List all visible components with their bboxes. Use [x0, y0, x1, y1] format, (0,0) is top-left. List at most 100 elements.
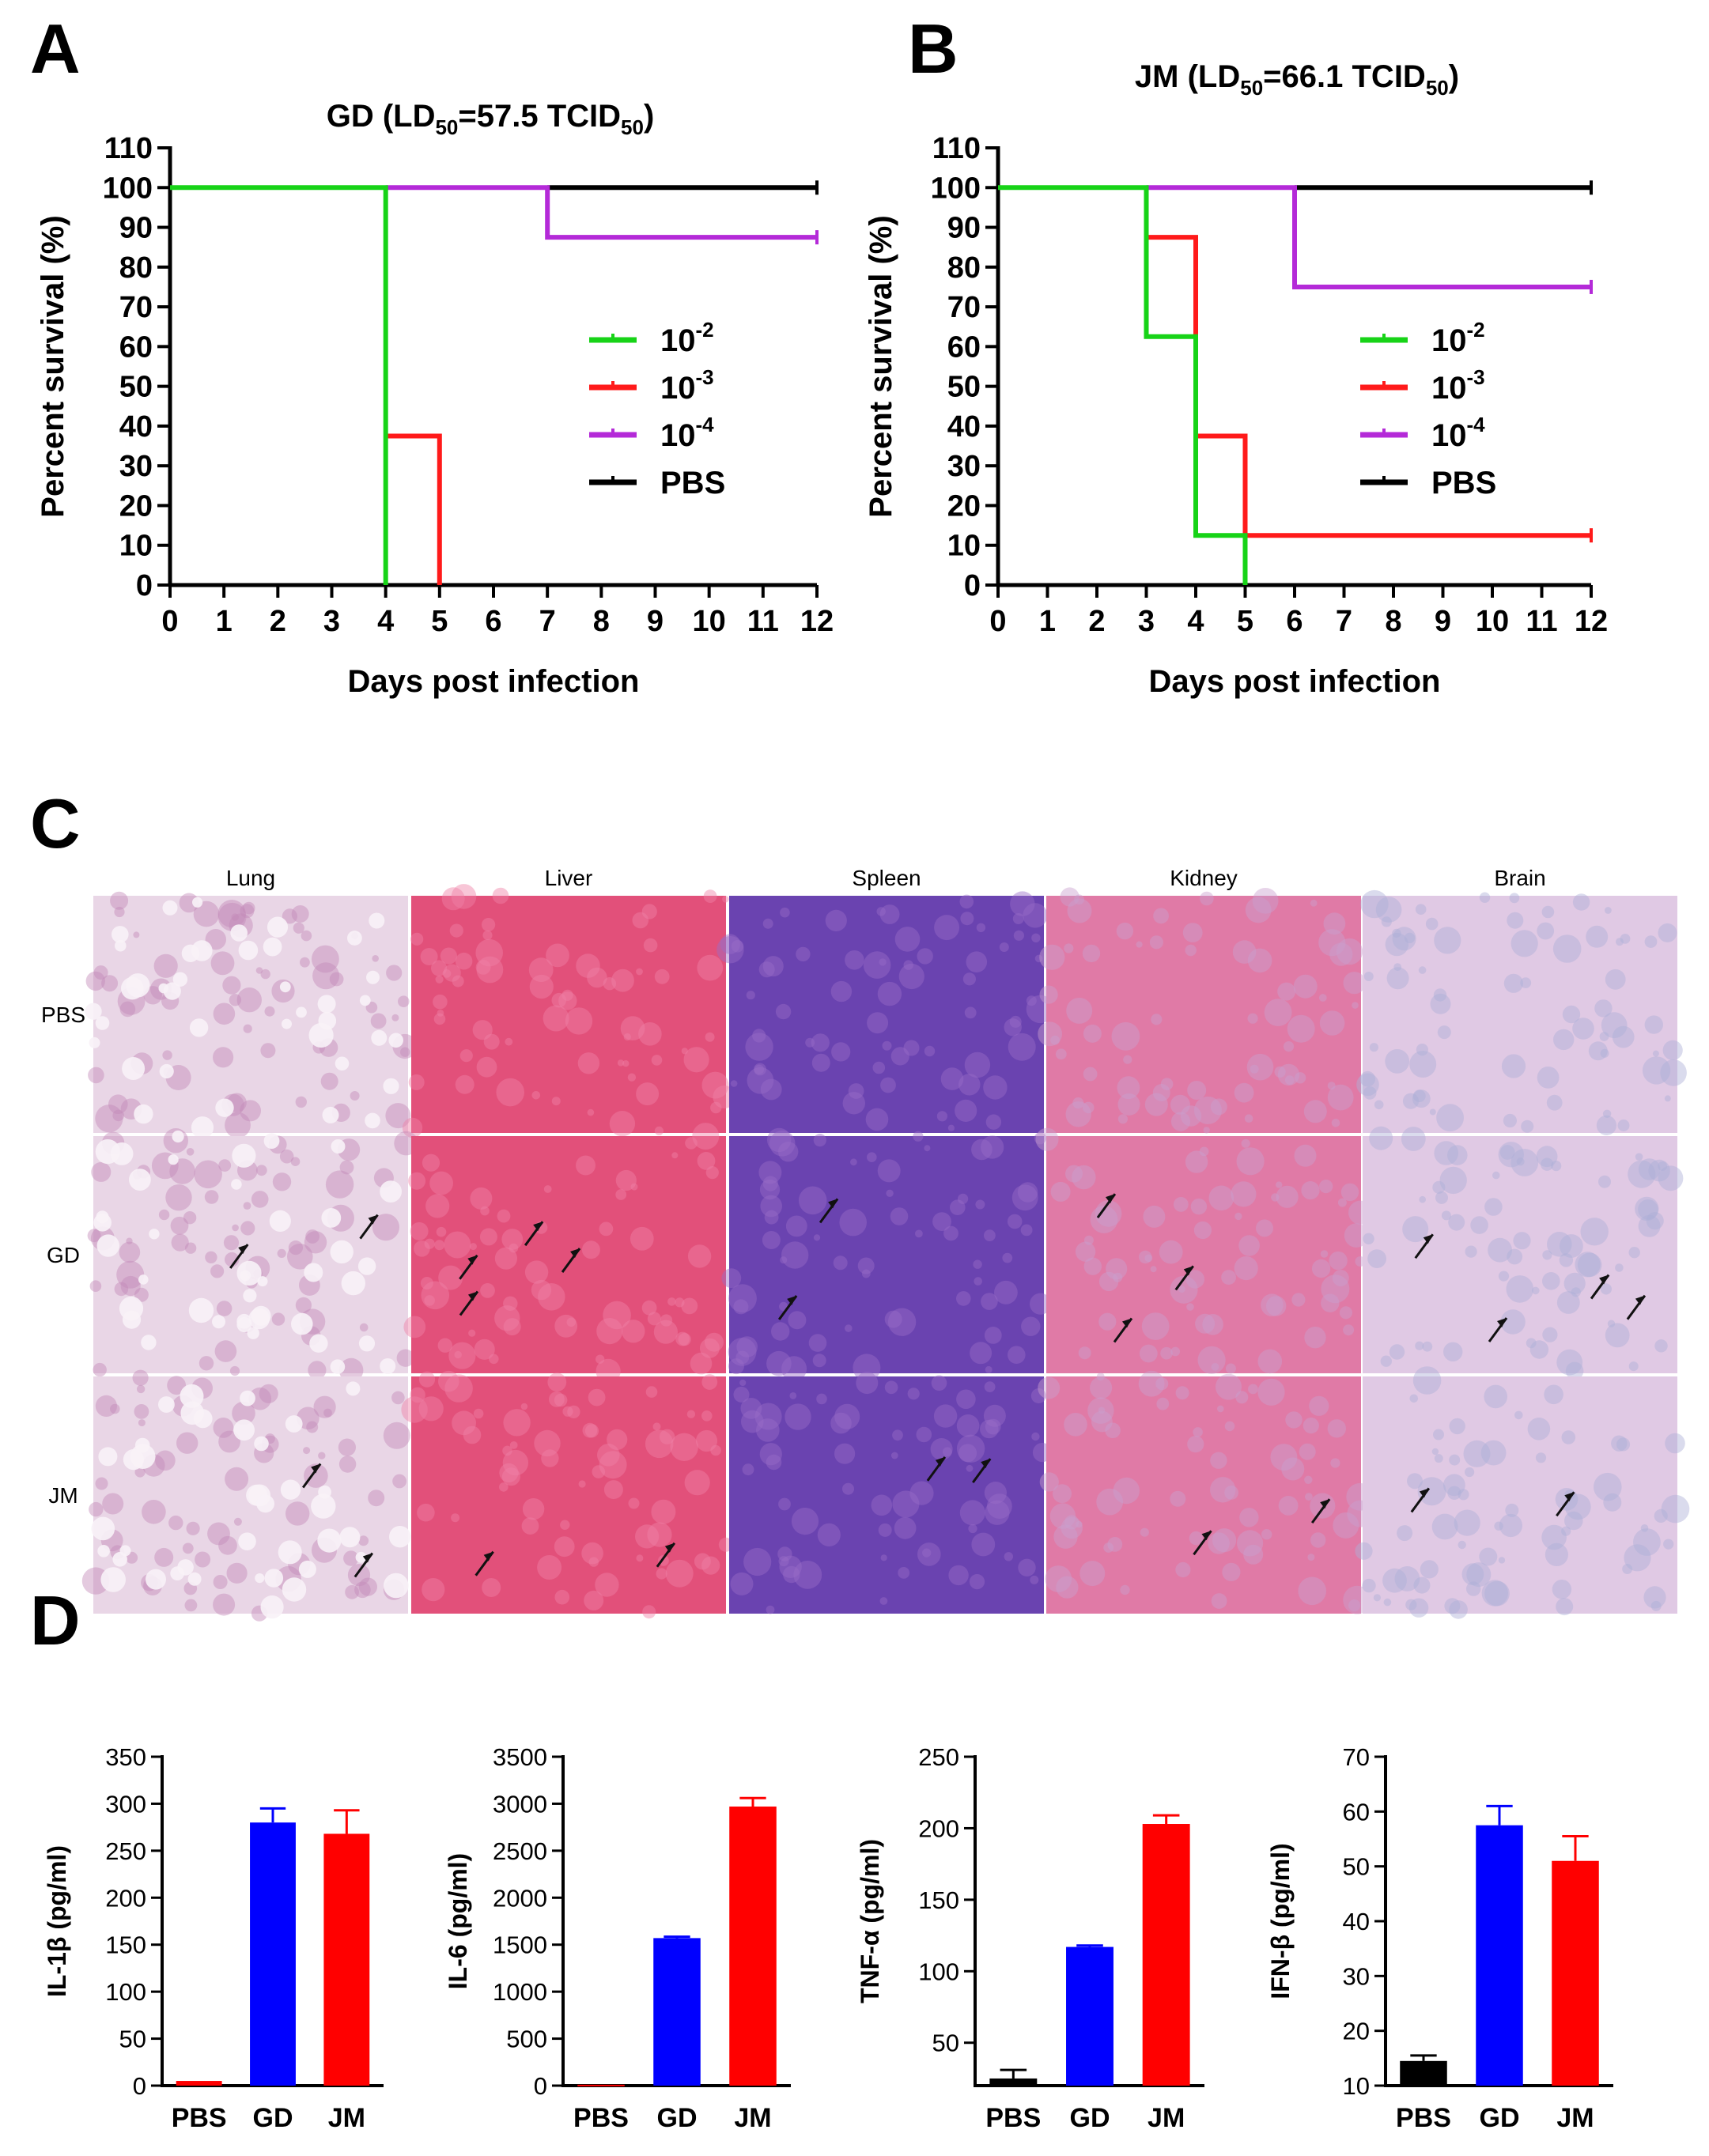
tissue-texture — [444, 1231, 471, 1259]
y-tick-label: 90 — [947, 212, 981, 245]
tissue-texture — [509, 1441, 518, 1449]
tissue-texture — [1160, 1346, 1173, 1360]
tissue-texture — [204, 1190, 219, 1204]
tissue-texture — [1542, 1272, 1560, 1290]
x-tick-label: 9 — [1435, 605, 1451, 638]
tissue-texture — [1066, 997, 1093, 1024]
tissue-texture — [720, 934, 740, 954]
tissue-texture — [587, 1108, 595, 1116]
tissue-texture — [659, 1429, 675, 1445]
series-line-10-2 — [998, 185, 1248, 585]
tissue-texture — [391, 1014, 399, 1021]
y-tick-label: 300 — [105, 1790, 146, 1818]
histology-column-label: Liver — [545, 866, 593, 890]
tissue-texture — [1319, 1010, 1345, 1036]
tissue-texture — [1412, 1089, 1426, 1103]
tissue-texture — [934, 915, 960, 941]
tissue-texture — [652, 1422, 661, 1431]
tissue-texture — [1212, 1528, 1237, 1553]
tissue-texture — [1458, 1540, 1466, 1550]
tissue-texture — [630, 1226, 654, 1251]
tissue-texture — [1020, 1224, 1033, 1237]
x-tick-label: 12 — [800, 605, 834, 638]
tissue-texture — [1090, 1206, 1118, 1233]
tissue-texture — [168, 1515, 183, 1531]
alveolus — [232, 1143, 256, 1168]
tissue-texture — [1175, 1561, 1191, 1578]
alveolus — [357, 1257, 376, 1275]
tissue-texture — [671, 1152, 679, 1159]
alveolus — [369, 912, 385, 929]
histology-image-spleen-jm — [729, 1372, 1053, 1614]
alveolus — [129, 1169, 151, 1191]
y-tick-label: 30 — [119, 450, 153, 483]
tissue-texture — [1661, 1494, 1690, 1524]
tissue-texture — [418, 1371, 436, 1388]
tissue-texture — [845, 1324, 853, 1332]
tissue-texture — [780, 907, 790, 918]
tissue-texture — [1199, 1146, 1209, 1157]
lesion-arrow-head — [483, 1551, 493, 1561]
tissue-texture — [93, 1362, 107, 1377]
tissue-texture — [497, 1209, 511, 1223]
tissue-texture — [541, 1449, 559, 1467]
lesion-arrow-head — [828, 1199, 838, 1209]
tissue-texture — [1078, 1346, 1091, 1360]
tissue-texture — [338, 1357, 364, 1383]
tissue-texture — [943, 1447, 952, 1457]
tissue-texture — [240, 1221, 255, 1236]
tissue-texture — [1203, 1127, 1210, 1134]
tissue-texture — [421, 1281, 450, 1310]
alveolus — [97, 1545, 110, 1558]
tissue-texture — [1079, 1561, 1106, 1587]
tissue-texture — [892, 1429, 903, 1441]
y-axis-label: TNF-α (pg/ml) — [856, 1839, 884, 2003]
y-tick-label: 40 — [947, 410, 981, 444]
tissue-texture — [1572, 1018, 1594, 1040]
tissue-texture — [947, 1124, 955, 1131]
tissue-texture — [1038, 1376, 1061, 1399]
tissue-texture — [272, 1172, 292, 1191]
tissue-texture — [576, 1155, 596, 1176]
alveolus — [304, 1263, 323, 1282]
x-tick-label: 6 — [485, 605, 501, 638]
tissue-texture — [984, 1482, 1007, 1505]
tissue-texture — [1363, 1233, 1374, 1245]
tissue-texture — [1232, 940, 1257, 964]
tissue-texture — [1434, 927, 1461, 954]
y-tick-label: 60 — [947, 330, 981, 364]
tissue-texture — [1178, 1286, 1185, 1293]
tissue-texture — [596, 1318, 623, 1345]
alveolus — [95, 1016, 110, 1030]
tissue-texture — [435, 975, 444, 984]
alveolus — [318, 1011, 337, 1030]
tissue-texture — [1221, 1270, 1236, 1285]
tissue-texture — [1635, 1153, 1643, 1161]
tissue-texture — [1090, 1376, 1113, 1399]
tissue-texture — [95, 1395, 117, 1417]
tissue-texture — [277, 1248, 286, 1258]
alveolus — [91, 1516, 115, 1541]
x-tick-label: JM — [1556, 2103, 1594, 2133]
tissue-texture — [1021, 1316, 1041, 1336]
y-tick-label: 80 — [947, 251, 981, 285]
tissue-texture — [771, 1322, 790, 1341]
tissue-texture — [323, 1408, 332, 1418]
tissue-texture — [1327, 1419, 1347, 1438]
alveolus — [309, 1334, 328, 1353]
tissue-texture — [745, 1033, 773, 1061]
title-part-sub1: 50 — [435, 115, 458, 139]
alveolus — [149, 1229, 160, 1240]
lesion-arrow-head — [238, 1244, 248, 1255]
tissue-texture — [205, 1251, 217, 1264]
histology-image-liver-gd — [403, 1123, 726, 1384]
tissue-texture — [880, 1077, 896, 1093]
tissue-texture — [260, 969, 270, 980]
tissue-texture — [1117, 1093, 1140, 1116]
tissue-texture — [1560, 1234, 1583, 1258]
lesion-arrow-head — [935, 1456, 945, 1467]
tissue-texture — [392, 1474, 406, 1489]
tissue-texture — [642, 1605, 656, 1619]
tissue-texture — [1159, 1240, 1183, 1264]
tissue-texture — [410, 932, 424, 946]
